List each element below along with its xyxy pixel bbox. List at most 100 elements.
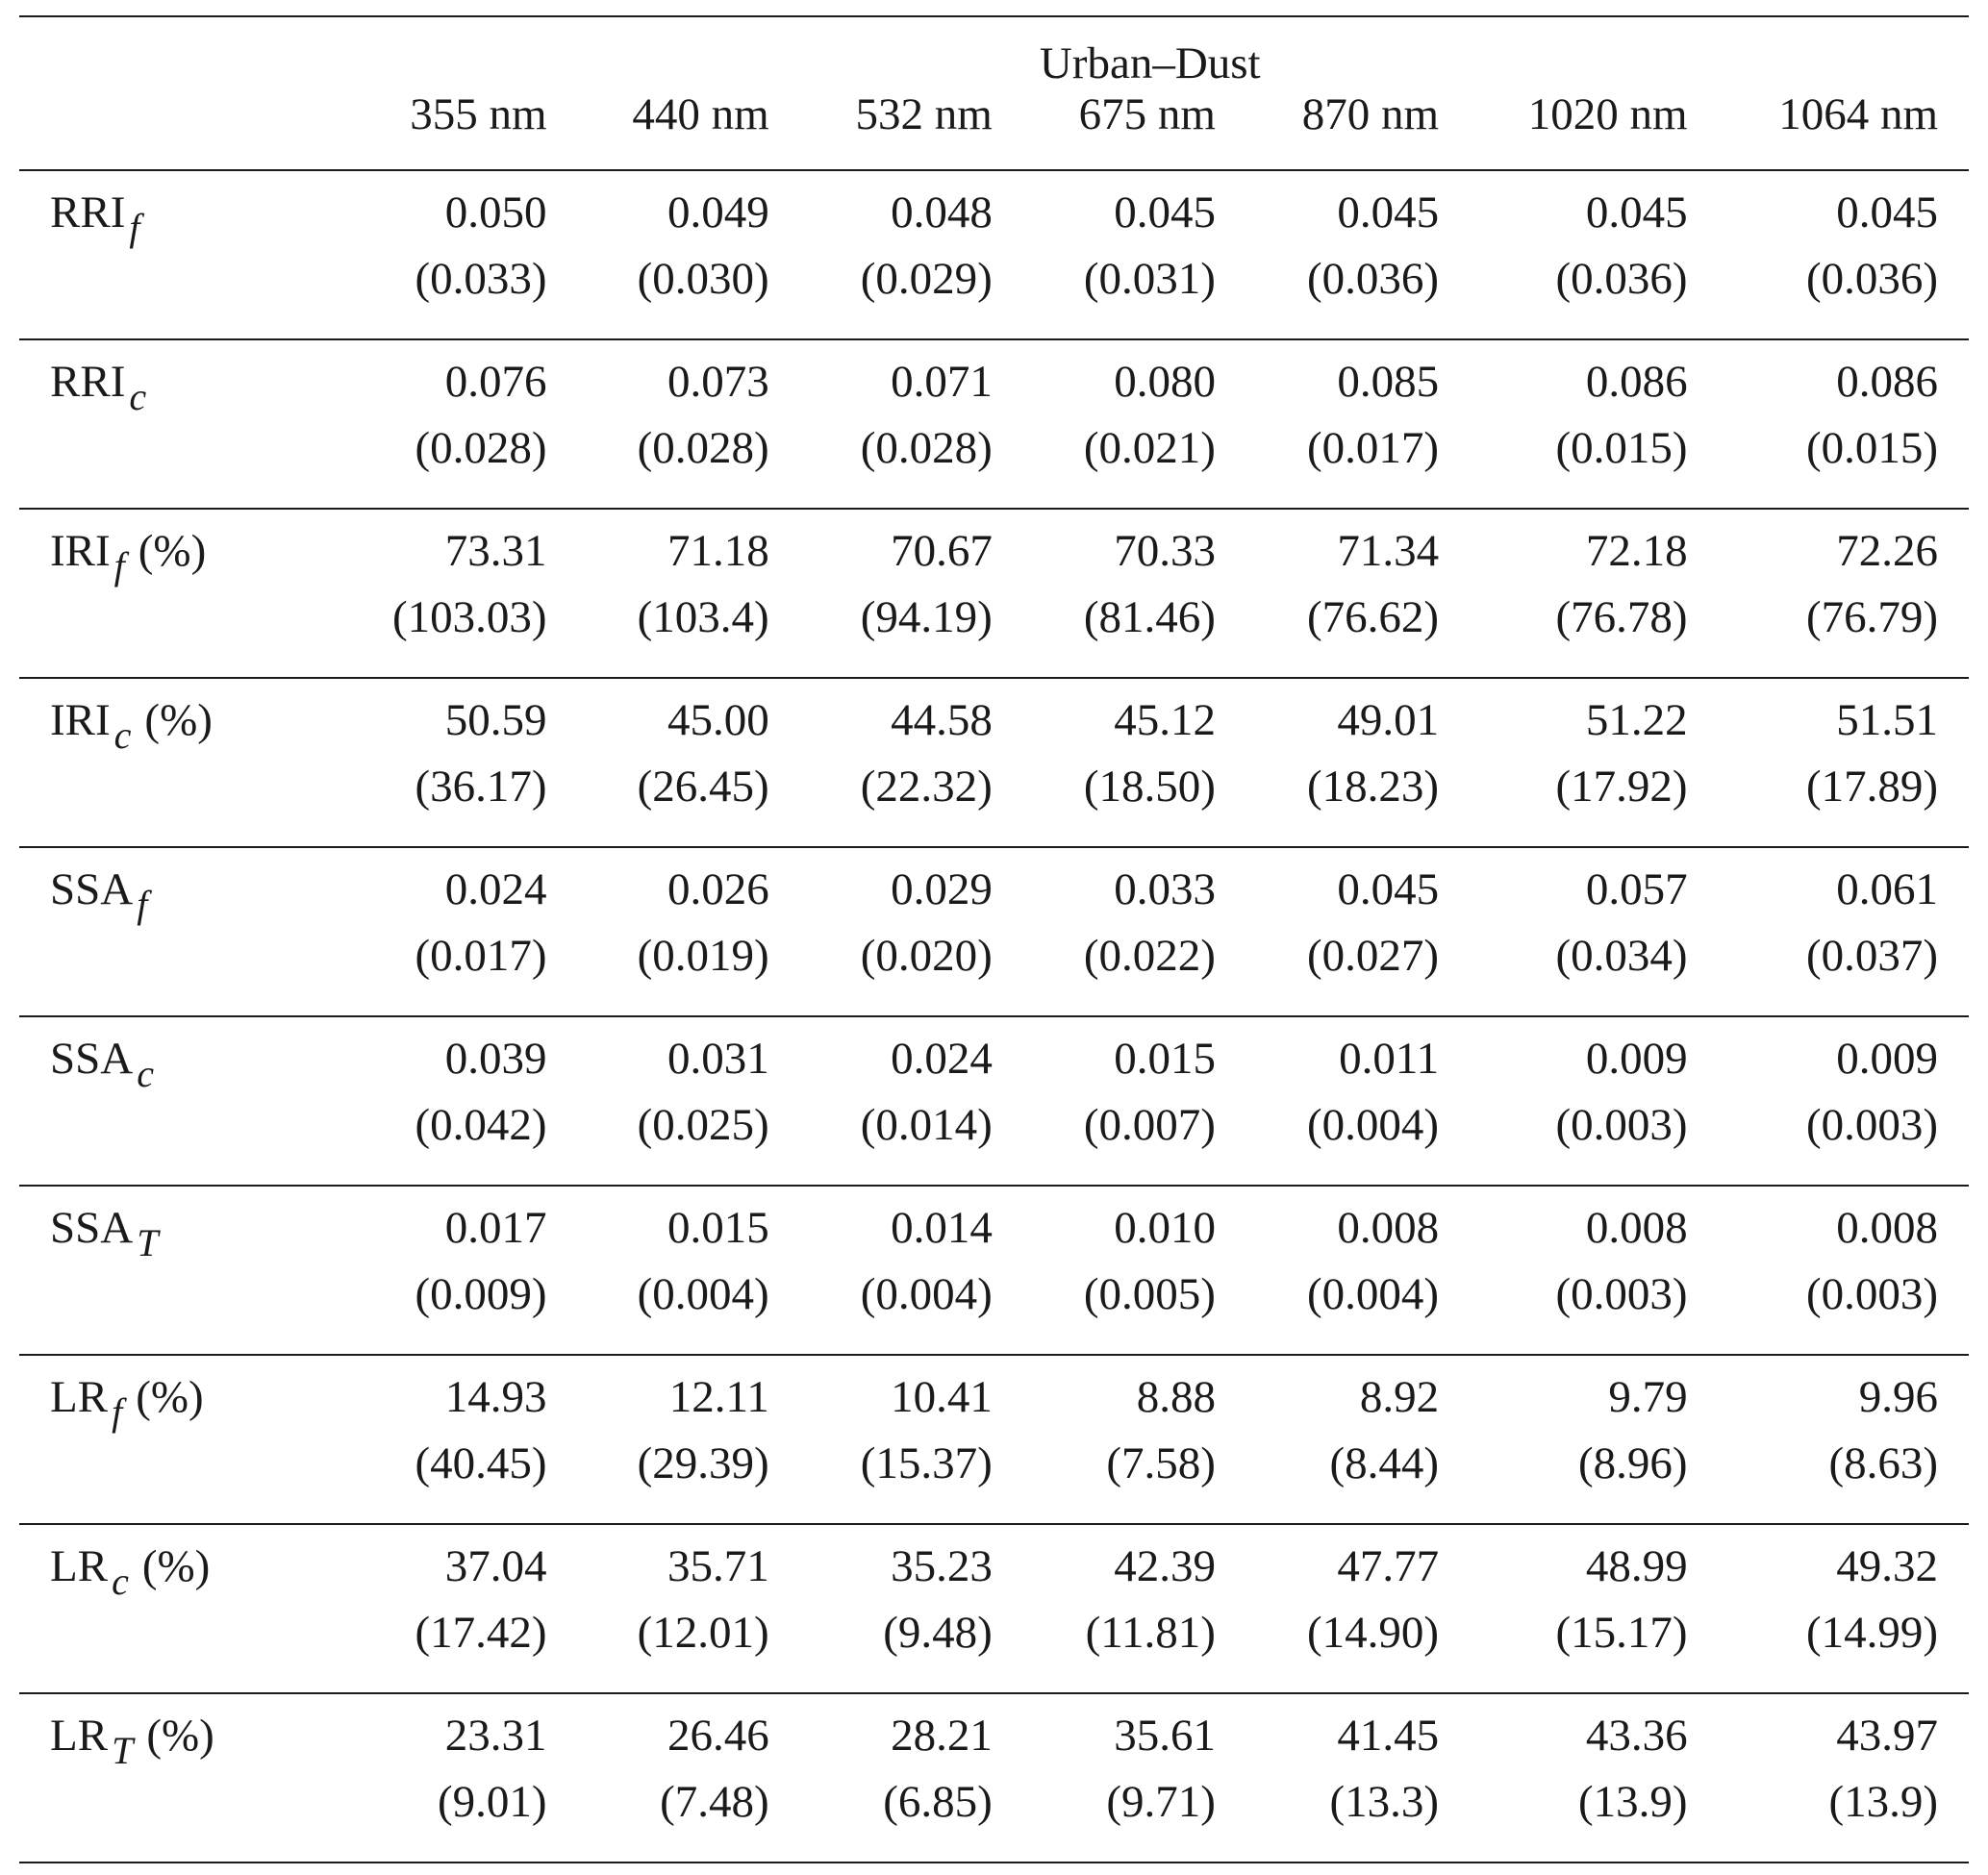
cell-uncertainty: (76.78) (1555, 592, 1688, 642)
table-row: LR f (%) 14.93 (40.45) 12.11 (29.39) 10.41 (15.3… (19, 1354, 1969, 1524)
value-cell: 0.086 (0.015) (1439, 338, 1688, 509)
cell-uncertainty: (18.23) (1307, 762, 1440, 812)
cell-value: 10.41 (891, 1372, 993, 1422)
wavelength-header: 355 nm (410, 89, 547, 139)
cell-uncertainty: (0.007) (1083, 1100, 1216, 1150)
wavelength-header: 675 nm (1078, 89, 1216, 139)
cell-uncertainty: (17.42) (415, 1608, 547, 1658)
cell-value: 26.46 (667, 1711, 769, 1761)
value-cell: 0.017 (0.009) (331, 1185, 547, 1355)
cell-value: 14.93 (444, 1372, 547, 1422)
value-cell: 71.18 (103.4) (546, 508, 769, 678)
cell-uncertainty: (0.028) (415, 423, 547, 473)
row-label-subscript: c (129, 375, 147, 418)
cell-value: 49.32 (1836, 1541, 1938, 1591)
cell-uncertainty: (0.037) (1805, 931, 1938, 981)
table-row: LR c (%) 37.04 (17.42) 35.71 (12.01) 35.23 (9.48… (19, 1523, 1969, 1693)
cell-value: 9.79 (1608, 1372, 1688, 1422)
value-cell: 0.024 (0.017) (331, 846, 547, 1016)
row-label-base: SSA (50, 1203, 134, 1253)
value-cell: 41.45 (13.3) (1215, 1692, 1440, 1863)
value-cell: 0.045 (0.036) (1215, 169, 1440, 339)
cell-uncertainty: (0.025) (637, 1100, 769, 1150)
wavelength-header-row: 355 nm 440 nm 532 nm 675 nm 870 nm 1020 … (19, 90, 1969, 170)
cell-value: 0.017 (444, 1203, 547, 1253)
cell-value: 50.59 (444, 695, 547, 745)
cell-value: 0.071 (891, 357, 993, 407)
row-label-base: IRI (50, 526, 111, 576)
cell-value: 0.024 (891, 1034, 993, 1084)
cell-uncertainty: (81.46) (1083, 592, 1216, 642)
value-cell: 0.015 (0.007) (992, 1015, 1216, 1186)
cell-value: 0.011 (1339, 1034, 1440, 1084)
table-row: RRI f 0.050 (0.033) 0.049 (0.030) 0.048 (0.029)… (19, 169, 1969, 339)
value-cell: 48.99 (15.17) (1439, 1523, 1688, 1693)
cell-value: 0.009 (1585, 1034, 1688, 1084)
value-cell: 0.011 (0.004) (1215, 1015, 1440, 1186)
cell-uncertainty: (7.58) (1106, 1438, 1216, 1488)
cell-uncertainty: (0.004) (1307, 1100, 1440, 1150)
cell-value: 72.18 (1585, 526, 1688, 576)
cell-value: 71.18 (667, 526, 769, 576)
cell-uncertainty: (0.029) (860, 254, 993, 304)
cell-uncertainty: (26.45) (637, 762, 769, 812)
value-cell: 44.58 (22.32) (768, 677, 993, 847)
cell-value: 0.045 (1585, 188, 1688, 238)
cell-value: 42.39 (1114, 1541, 1216, 1591)
cell-value: 35.23 (891, 1541, 993, 1591)
wavelength-header: 1064 nm (1778, 89, 1938, 139)
cell-uncertainty: (13.9) (1828, 1777, 1938, 1827)
cell-value: 0.076 (444, 357, 547, 407)
cell-value: 37.04 (444, 1541, 547, 1591)
row-label: SSA c (19, 1015, 332, 1186)
cell-uncertainty: (0.042) (415, 1100, 547, 1150)
cell-uncertainty: (0.022) (1083, 931, 1216, 981)
value-cell: 0.009 (0.003) (1687, 1015, 1969, 1186)
cell-uncertainty: (76.62) (1307, 592, 1440, 642)
cell-uncertainty: (0.020) (860, 931, 993, 981)
cell-value: 0.086 (1585, 357, 1688, 407)
row-label-base: LR (50, 1711, 109, 1761)
value-cell: 23.31 (9.01) (331, 1692, 547, 1863)
value-cell: 0.045 (0.036) (1439, 169, 1688, 339)
cell-value: 47.77 (1337, 1541, 1440, 1591)
value-cell: 0.008 (0.003) (1687, 1185, 1969, 1355)
row-label: RRI c (19, 338, 332, 509)
header-empty-cell (19, 15, 332, 90)
value-cell: 0.031 (0.025) (546, 1015, 769, 1186)
cell-uncertainty: (0.004) (637, 1269, 769, 1319)
cell-value: 0.045 (1337, 188, 1440, 238)
value-cell: 0.086 (0.015) (1687, 338, 1969, 509)
cell-value: 0.026 (667, 864, 769, 914)
row-label-subscript: f (113, 544, 125, 588)
cell-value: 35.71 (667, 1541, 769, 1591)
cell-uncertainty: (7.48) (660, 1777, 769, 1827)
row-label: LR T (%) (19, 1692, 332, 1863)
value-cell: 72.26 (76.79) (1687, 508, 1969, 678)
cell-uncertainty: (0.036) (1805, 254, 1938, 304)
row-label-subscript: c (112, 1560, 129, 1603)
row-label-subscript: T (137, 1221, 159, 1264)
row-label: SSA T (19, 1185, 332, 1355)
cell-uncertainty: (14.90) (1307, 1608, 1440, 1658)
cell-uncertainty: (14.99) (1805, 1608, 1938, 1658)
cell-value: 0.045 (1337, 864, 1440, 914)
cell-uncertainty: (0.014) (860, 1100, 993, 1150)
header-empty-cell (19, 90, 331, 170)
cell-value: 0.031 (667, 1034, 769, 1084)
value-cell: 0.015 (0.004) (546, 1185, 769, 1355)
cell-value: 23.31 (444, 1711, 547, 1761)
value-cell: 51.22 (17.92) (1439, 677, 1688, 847)
cell-value: 0.045 (1836, 188, 1938, 238)
value-cell: 0.085 (0.017) (1215, 338, 1440, 509)
cell-uncertainty: (0.017) (415, 931, 547, 981)
cell-uncertainty: (76.79) (1805, 592, 1938, 642)
cell-value: 0.015 (667, 1203, 769, 1253)
row-label-unit: (%) (144, 695, 213, 745)
cell-uncertainty: (0.004) (860, 1269, 993, 1319)
value-cell: 71.34 (76.62) (1215, 508, 1440, 678)
value-cell: 45.12 (18.50) (992, 677, 1216, 847)
cell-uncertainty: (0.019) (637, 931, 769, 981)
table-row: IRI c (%) 50.59 (36.17) 45.00 (26.45) 44.58 (22.… (19, 677, 1969, 847)
cell-value: 43.36 (1585, 1711, 1688, 1761)
